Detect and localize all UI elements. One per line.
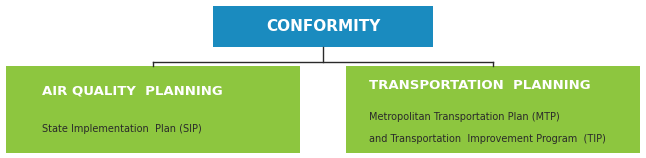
FancyBboxPatch shape xyxy=(6,66,300,153)
FancyBboxPatch shape xyxy=(213,6,433,47)
Text: TRANSPORTATION  PLANNING: TRANSPORTATION PLANNING xyxy=(369,79,590,92)
Text: CONFORMITY: CONFORMITY xyxy=(266,19,380,34)
FancyBboxPatch shape xyxy=(346,66,640,153)
Text: and Transportation  Improvement Program  (TIP): and Transportation Improvement Program (… xyxy=(369,134,606,144)
Text: Metropolitan Transportation Plan (MTP): Metropolitan Transportation Plan (MTP) xyxy=(369,112,560,122)
Text: AIR QUALITY  PLANNING: AIR QUALITY PLANNING xyxy=(42,84,222,97)
Text: State Implementation  Plan (SIP): State Implementation Plan (SIP) xyxy=(42,124,202,134)
